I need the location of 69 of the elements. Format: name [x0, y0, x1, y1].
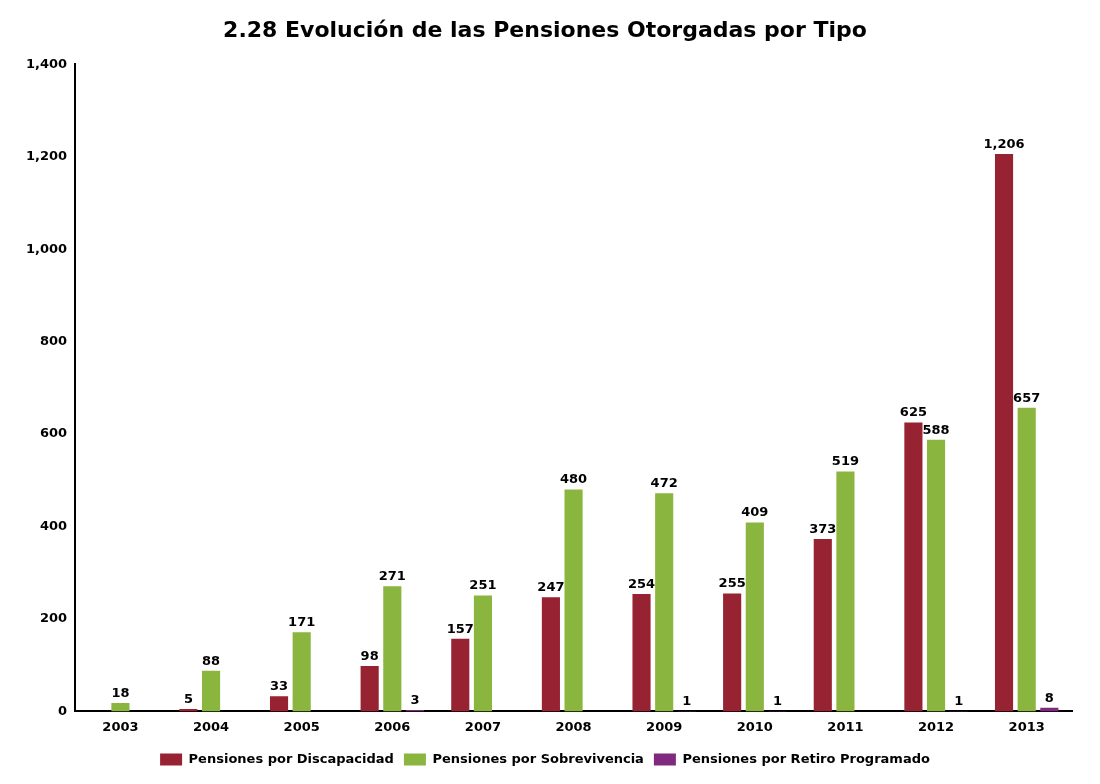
bar	[745, 522, 764, 712]
data-label: 480	[559, 471, 588, 487]
bar	[723, 593, 742, 712]
x-tick-label: 2009	[646, 718, 683, 734]
y-tick-label: 1,000	[26, 240, 68, 256]
data-label: 588	[922, 421, 950, 437]
x-tick-label: 2008	[555, 718, 592, 734]
data-label: 625	[899, 404, 927, 420]
data-label: 251	[469, 577, 497, 593]
y-tick-label: 800	[39, 333, 68, 349]
data-label: 157	[446, 620, 474, 636]
data-label: 88	[202, 652, 221, 668]
data-label: 409	[741, 504, 769, 520]
data-label: 472	[650, 475, 678, 491]
data-label: 255	[718, 575, 746, 591]
bar	[632, 594, 651, 712]
x-tick-label: 2011	[827, 718, 864, 734]
data-label: 519	[831, 453, 860, 469]
bar	[269, 696, 289, 712]
bar	[836, 471, 855, 712]
legend-label: Pensiones por Retiro Programado	[682, 750, 930, 766]
data-label: 8	[1044, 689, 1054, 705]
x-tick-label: 2004	[192, 718, 230, 734]
data-label: 271	[378, 568, 406, 584]
data-label: 1	[682, 692, 692, 708]
data-label: 254	[627, 575, 656, 591]
y-tick-label: 400	[39, 517, 68, 533]
x-tick-label: 2013	[1008, 718, 1045, 734]
data-label: 33	[269, 678, 289, 694]
data-label: 3	[410, 691, 420, 707]
bar	[451, 638, 470, 712]
legend-label: Pensiones por Sobrevivencia	[432, 750, 644, 766]
legend-label: Pensiones por Discapacidad	[188, 750, 394, 766]
y-tick-label: 1,200	[26, 148, 68, 164]
data-label: 657	[1013, 389, 1041, 405]
data-label: 1,206	[983, 135, 1025, 151]
bar	[904, 422, 923, 712]
data-label: 98	[360, 647, 379, 663]
bar	[927, 439, 946, 712]
y-tick-label: 200	[39, 610, 68, 626]
data-label: 5	[183, 690, 193, 706]
chart-title: 2.28 Evolución de las Pensiones Otorgadas por Tipo	[223, 16, 867, 42]
x-tick-label: 2005	[283, 718, 320, 734]
bar	[813, 539, 832, 712]
x-tick-label: 2010	[736, 718, 773, 734]
bar	[655, 493, 674, 712]
bar	[292, 632, 311, 712]
data-label: 247	[537, 579, 565, 595]
bar	[202, 670, 221, 712]
y-tick-label: 1,400	[26, 55, 68, 71]
data-label: 373	[809, 520, 837, 536]
bar	[564, 489, 583, 712]
y-tick-label: 0	[58, 702, 68, 718]
bar	[994, 154, 1014, 712]
x-tick-label: 2006	[374, 718, 411, 734]
x-tick-label: 2012	[917, 718, 955, 734]
bar	[360, 666, 379, 712]
data-label: 18	[111, 684, 130, 700]
bar	[1017, 407, 1036, 712]
bar	[383, 586, 402, 712]
x-tick-label: 2003	[102, 718, 139, 734]
y-tick-label: 600	[39, 425, 68, 441]
data-label: 1	[954, 692, 964, 708]
bar	[111, 703, 130, 712]
bar	[473, 595, 492, 712]
data-label: 1	[772, 692, 782, 708]
x-tick-label: 2007	[464, 718, 502, 734]
bar	[541, 597, 560, 712]
data-label: 171	[288, 614, 316, 630]
